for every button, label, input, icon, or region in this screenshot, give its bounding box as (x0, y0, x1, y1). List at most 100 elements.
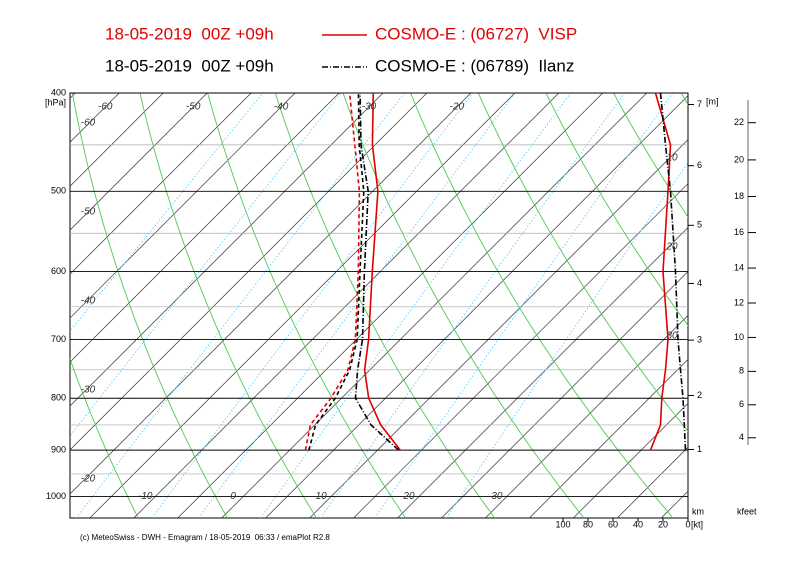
km-tick-label: 5 (697, 220, 702, 230)
mixing-ratio-line (320, 93, 625, 518)
isotherm-label: -50 (186, 102, 201, 113)
dewpoint-line (308, 93, 365, 451)
theta-label: 30 (666, 331, 678, 342)
kfeet-tick-label: 18 (734, 191, 744, 201)
wind-tick-label: 60 (608, 519, 618, 529)
isotherm-label: -40 (274, 102, 289, 113)
dry-adiabat (410, 93, 674, 518)
adiabat-label: -40 (81, 296, 96, 307)
wind-tick-label: 0 (685, 519, 690, 529)
y-tick-label: 1000 (46, 491, 66, 501)
y-tick-label: 900 (51, 444, 66, 454)
legend-run: 18-05-2019 00Z +09h (105, 24, 274, 43)
adiabat-label: -30 (81, 385, 96, 396)
y-tick-label: 400 (51, 87, 66, 97)
isotherm (221, 93, 647, 518)
footer: (c) MeteoSwiss - DWH - Emagram / 18-05-2… (80, 533, 330, 542)
isotherm (70, 93, 252, 275)
dry-adiabat (207, 93, 406, 518)
isotherm (309, 139, 688, 518)
isotherm (70, 93, 428, 451)
mixing-ratio-line (374, 93, 674, 518)
mixing-ratio-line (151, 93, 474, 518)
dry-adiabat (139, 93, 317, 518)
isotherm (70, 93, 208, 231)
isotherm (70, 93, 296, 319)
isotherm (573, 402, 688, 518)
isotherm (177, 93, 603, 518)
isotherm (89, 93, 516, 518)
isotherm-label: -60 (98, 102, 113, 113)
isotherm (485, 314, 688, 518)
km-tick-label: 4 (697, 278, 702, 288)
kfeet-unit: kfeet (737, 506, 757, 516)
x-tick-label: 0 (230, 491, 236, 502)
legend-label: COSMO-E : (06789) Ilanz (375, 56, 574, 75)
isotherm (705, 93, 800, 518)
x-tick-label: 10 (316, 491, 328, 502)
curves (304, 93, 687, 451)
y-tick-label: 600 (51, 266, 66, 276)
isotherm-label: -30 (362, 102, 377, 113)
adiabat-label: -60 (81, 118, 96, 129)
isotherm (265, 95, 688, 518)
legend-label: COSMO-E : (06727) VISP (375, 24, 577, 43)
theta-label: 20 (665, 242, 678, 253)
m-unit: [m] (706, 96, 719, 106)
isotherm (529, 358, 688, 518)
dry-adiabat (613, 93, 688, 218)
legend-run: 18-05-2019 00Z +09h (105, 56, 274, 75)
wind-tick-label: 80 (583, 519, 593, 529)
x-tick-label: 20 (402, 491, 415, 502)
dry-adiabat (0, 93, 49, 518)
wind_speed-line (659, 93, 687, 451)
temperature-line (363, 93, 401, 451)
isotherm (70, 93, 164, 187)
kfeet-tick-label: 12 (734, 297, 744, 307)
mixing-ratio-line (70, 93, 342, 437)
isotherm (441, 270, 688, 518)
wind-tick-label: 100 (555, 519, 570, 529)
plot-frame (69, 92, 689, 519)
km-tick-label: 1 (697, 444, 702, 454)
isotherm (70, 93, 340, 363)
isotherm (70, 93, 384, 407)
mixing-ratio-line (445, 161, 688, 518)
y-tick-label: 500 (51, 186, 66, 196)
isotherm (70, 93, 472, 495)
dry-adiabat (274, 93, 496, 518)
grid (0, 93, 800, 518)
dry-adiabat (477, 93, 688, 433)
kfeet-tick-label: 10 (734, 332, 744, 342)
mixing-ratio-line (75, 93, 405, 518)
adiabat-label: -50 (81, 207, 96, 218)
isotherm (397, 227, 688, 518)
isotherm-label: -20 (450, 102, 465, 113)
dry-adiabat (71, 93, 228, 518)
kfeet-tick-label: 14 (734, 262, 744, 272)
adiabat-label: -20 (81, 474, 96, 485)
km-tick-label: 7 (697, 99, 702, 109)
isotherm (0, 93, 31, 518)
theta-label: 10 (666, 153, 678, 164)
y-tick-label: 700 (51, 334, 66, 344)
dry-adiabat (342, 93, 585, 518)
y-unit: [hPa] (45, 97, 66, 107)
kfeet-tick-label: 6 (739, 399, 744, 409)
dry-adiabat (749, 93, 800, 518)
wind-tick-label: 40 (633, 519, 643, 529)
kfeet-tick-label: 16 (734, 227, 744, 237)
dry-adiabat (70, 357, 139, 518)
dewpoint-line (304, 93, 361, 451)
kfeet-tick-label: 8 (739, 366, 744, 376)
wind-unit: [kt] (691, 519, 703, 529)
y-tick-label: 800 (51, 393, 66, 403)
wind-tick-label: 20 (658, 519, 668, 529)
isotherm (353, 183, 688, 518)
km-tick-label: 3 (697, 334, 702, 344)
km-tick-label: 2 (697, 390, 702, 400)
dry-adiabat (545, 93, 688, 327)
kfeet-tick-label: 4 (739, 432, 744, 442)
